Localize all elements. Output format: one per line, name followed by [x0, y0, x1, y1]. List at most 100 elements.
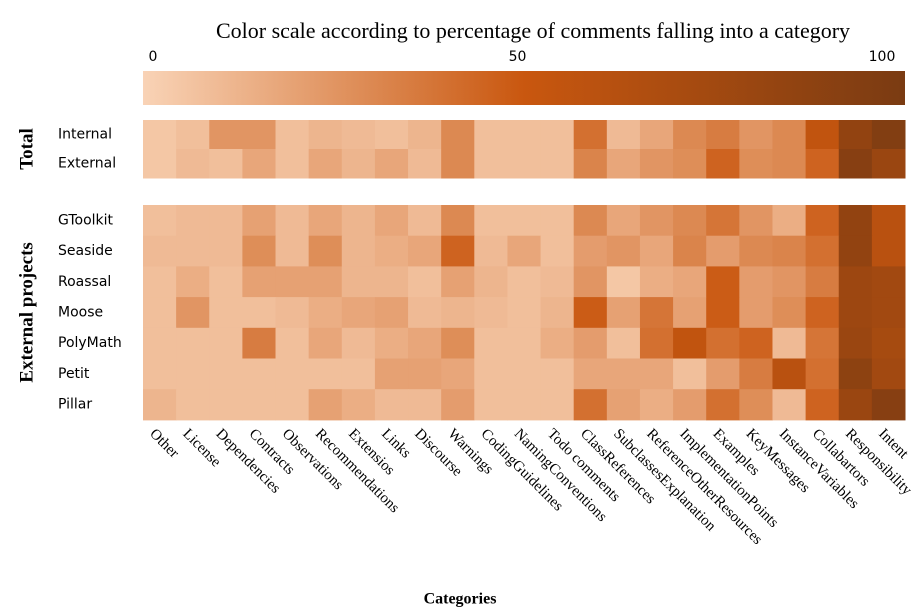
- heat-cell: [374, 389, 409, 421]
- heat-cell: [507, 266, 542, 298]
- heat-cell: [739, 120, 773, 150]
- heat-cell: [474, 297, 508, 329]
- heat-cell: [606, 327, 641, 359]
- heat-cell: [143, 358, 177, 390]
- heat-cell: [242, 120, 277, 150]
- heat-cell: [673, 149, 707, 179]
- heat-cell: [772, 389, 807, 421]
- heat-cell: [341, 297, 376, 329]
- heat-cell: [176, 149, 210, 179]
- heat-cell: [308, 266, 343, 298]
- heat-cell: [308, 235, 343, 267]
- heat-cell: [871, 358, 906, 390]
- heat-cell: [143, 205, 177, 237]
- heat-cell: [441, 297, 475, 329]
- heat-cell: [209, 149, 243, 179]
- heat-cell: [143, 327, 177, 359]
- heat-cell: [441, 205, 475, 237]
- heat-cell: [573, 120, 608, 150]
- heat-cell: [507, 235, 542, 267]
- heat-cell: [573, 358, 608, 390]
- heat-cell: [772, 120, 807, 150]
- group-label: Total: [16, 128, 37, 170]
- heat-cell: [507, 389, 542, 421]
- heat-cell: [739, 149, 773, 179]
- heat-cell: [805, 120, 840, 150]
- heat-cell: [639, 358, 674, 390]
- heat-cell: [209, 358, 243, 390]
- heat-cell: [871, 120, 906, 150]
- heat-cell: [242, 358, 277, 390]
- heat-cell: [441, 266, 475, 298]
- heat-cell: [209, 120, 243, 150]
- heat-cell: [374, 120, 409, 150]
- heat-cell: [871, 205, 906, 237]
- row-label: Roassal: [58, 274, 111, 290]
- group-label: External projects: [16, 242, 37, 383]
- heat-cell: [507, 358, 542, 390]
- heat-cell: [573, 205, 608, 237]
- heat-cell: [573, 327, 608, 359]
- heat-cell: [374, 205, 409, 237]
- row-label: Petit: [58, 366, 90, 382]
- heat-cell: [275, 235, 310, 267]
- heat-cell: [739, 358, 773, 390]
- heat-cell: [176, 266, 210, 298]
- heat-cell: [474, 358, 508, 390]
- heat-cell: [871, 389, 906, 421]
- heat-cell: [772, 358, 807, 390]
- heat-cell: [275, 120, 310, 150]
- heat-cell: [573, 297, 608, 329]
- heat-cell: [341, 358, 376, 390]
- heat-cell: [176, 235, 210, 267]
- heat-cell: [706, 297, 740, 329]
- heat-cell: [606, 389, 641, 421]
- heat-cell: [673, 235, 707, 267]
- heat-cell: [374, 327, 409, 359]
- heat-cell: [838, 149, 873, 179]
- x-axis-label: Categories: [424, 591, 497, 608]
- heat-cell: [308, 358, 343, 390]
- heat-cell: [176, 205, 210, 237]
- heat-cell: [441, 327, 475, 359]
- heat-cell: [606, 358, 641, 390]
- heat-cell: [706, 149, 740, 179]
- heat-cell: [639, 297, 674, 329]
- heat-cell: [739, 327, 773, 359]
- heat-cell: [176, 297, 210, 329]
- heat-cell: [308, 389, 343, 421]
- heat-cell: [540, 205, 575, 237]
- heat-cell: [838, 297, 873, 329]
- heat-cell: [374, 266, 409, 298]
- heat-cell: [408, 120, 442, 150]
- heat-cell: [242, 297, 277, 329]
- heat-cell: [242, 205, 277, 237]
- heat-cell: [441, 149, 475, 179]
- heat-cell: [838, 120, 873, 150]
- heat-cell: [673, 266, 707, 298]
- heat-cell: [209, 266, 243, 298]
- heat-cell: [639, 120, 674, 150]
- heat-cell: [408, 266, 442, 298]
- heat-cell: [143, 266, 177, 298]
- heat-cell: [573, 235, 608, 267]
- heat-cell: [341, 389, 376, 421]
- heat-cell: [374, 358, 409, 390]
- heat-cell: [308, 297, 343, 329]
- heat-cell: [673, 389, 707, 421]
- row-label: Seaside: [58, 243, 113, 259]
- heat-cell: [341, 120, 376, 150]
- heat-cell: [540, 235, 575, 267]
- heat-cell: [673, 205, 707, 237]
- heat-cell: [474, 149, 508, 179]
- heat-cell: [408, 149, 442, 179]
- heat-cell: [871, 327, 906, 359]
- heat-cell: [838, 389, 873, 421]
- heat-cell: [639, 205, 674, 237]
- heat-cell: [209, 327, 243, 359]
- heat-cell: [441, 358, 475, 390]
- heat-cell: [772, 266, 807, 298]
- heat-cell: [772, 149, 807, 179]
- heat-cell: [871, 149, 906, 179]
